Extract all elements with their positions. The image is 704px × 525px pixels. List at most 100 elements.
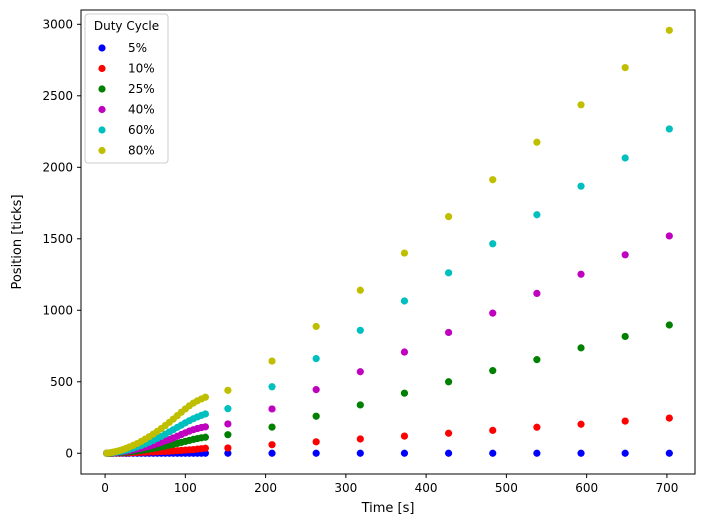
data-point [577, 449, 585, 457]
data-point [444, 449, 453, 457]
legend-marker [98, 85, 106, 93]
data-point [201, 444, 210, 452]
data-point [665, 232, 673, 240]
data-point [356, 435, 364, 443]
data-point [312, 449, 320, 457]
x-tick-label: 200 [254, 481, 277, 495]
data-point [665, 321, 673, 329]
legend-entry-label: 5% [128, 41, 147, 55]
data-point [533, 423, 541, 431]
x-tick-label: 500 [495, 481, 518, 495]
data-point [312, 322, 320, 331]
data-point [665, 449, 673, 457]
y-tick-label: 3000 [42, 17, 73, 31]
data-point [621, 332, 629, 341]
x-tick-label: 100 [174, 481, 197, 495]
legend-entry-label: 40% [128, 103, 155, 117]
data-point [577, 182, 585, 190]
data-point [400, 249, 409, 257]
data-point [268, 383, 276, 391]
data-point [533, 138, 541, 146]
x-tick-label: 300 [334, 481, 357, 495]
legend-marker [98, 64, 106, 73]
data-point [621, 449, 629, 457]
data-point [356, 286, 364, 294]
data-point [312, 355, 320, 363]
data-point [400, 348, 409, 356]
series-points [103, 26, 673, 457]
data-point [533, 356, 541, 364]
data-point [400, 449, 409, 457]
legend-marker [98, 105, 106, 114]
data-point [577, 101, 585, 109]
data-point [224, 431, 232, 439]
data-point [665, 414, 673, 422]
legend-title: Duty Cycle [94, 19, 159, 33]
data-point [224, 405, 232, 413]
data-point [268, 357, 276, 365]
data-point [444, 328, 453, 337]
y-tick-label: 2500 [42, 89, 73, 103]
legend-marker [98, 146, 106, 155]
axes-frame [80, 9, 696, 475]
y-tick-label: 2000 [42, 160, 73, 174]
data-point [201, 433, 210, 441]
data-point [577, 270, 585, 278]
data-point [356, 401, 364, 409]
legend-entry-label: 10% [128, 62, 155, 76]
points-layer [103, 26, 673, 457]
data-point [224, 449, 232, 457]
data-point [268, 423, 276, 431]
y-tick-label: 0 [65, 446, 73, 460]
x-tick-label: 0 [101, 481, 109, 495]
data-point [577, 420, 585, 428]
data-point [621, 64, 629, 72]
data-point [201, 410, 210, 418]
legend-marker [98, 126, 106, 134]
y-tick-label: 1000 [42, 303, 73, 317]
data-point [268, 449, 276, 457]
legend-entry-label: 80% [128, 144, 155, 158]
data-point [201, 423, 210, 431]
legend-entry-label: 60% [128, 123, 155, 137]
legend-marker [98, 44, 106, 52]
data-point [400, 297, 409, 305]
data-point [533, 449, 541, 457]
y-tick-label: 1500 [42, 232, 73, 246]
data-point [489, 426, 497, 434]
data-point [533, 289, 541, 298]
data-point [621, 251, 629, 259]
x-tick-label: 700 [655, 481, 678, 495]
data-point [489, 449, 497, 457]
data-point [268, 405, 276, 413]
data-point [489, 309, 497, 317]
data-point [356, 368, 364, 376]
data-point [665, 26, 673, 34]
data-point [444, 213, 453, 221]
data-point [621, 154, 629, 162]
data-point [444, 269, 453, 277]
data-point [400, 432, 409, 440]
data-point [489, 176, 497, 184]
legend-box [84, 13, 169, 164]
data-point [356, 449, 364, 457]
data-point [312, 386, 320, 394]
data-point [621, 417, 629, 425]
data-point [665, 125, 673, 133]
legend-entry-label: 25% [128, 82, 155, 96]
series-points [103, 321, 673, 457]
x-axis-label: Time [s] [361, 501, 415, 516]
data-point [224, 420, 232, 428]
data-point [356, 326, 364, 334]
legend: Duty Cycle 5% 10% 25% 40% 60% 80% [84, 13, 169, 164]
x-tick-label: 400 [415, 481, 438, 495]
data-point [400, 389, 409, 397]
y-tick-label: 500 [50, 375, 73, 389]
data-point [201, 393, 210, 401]
data-point [444, 378, 453, 386]
data-point [224, 444, 232, 452]
y-axis-label: Position [ticks] [10, 194, 25, 289]
x-tick-label: 600 [575, 481, 598, 495]
data-point [577, 344, 585, 352]
